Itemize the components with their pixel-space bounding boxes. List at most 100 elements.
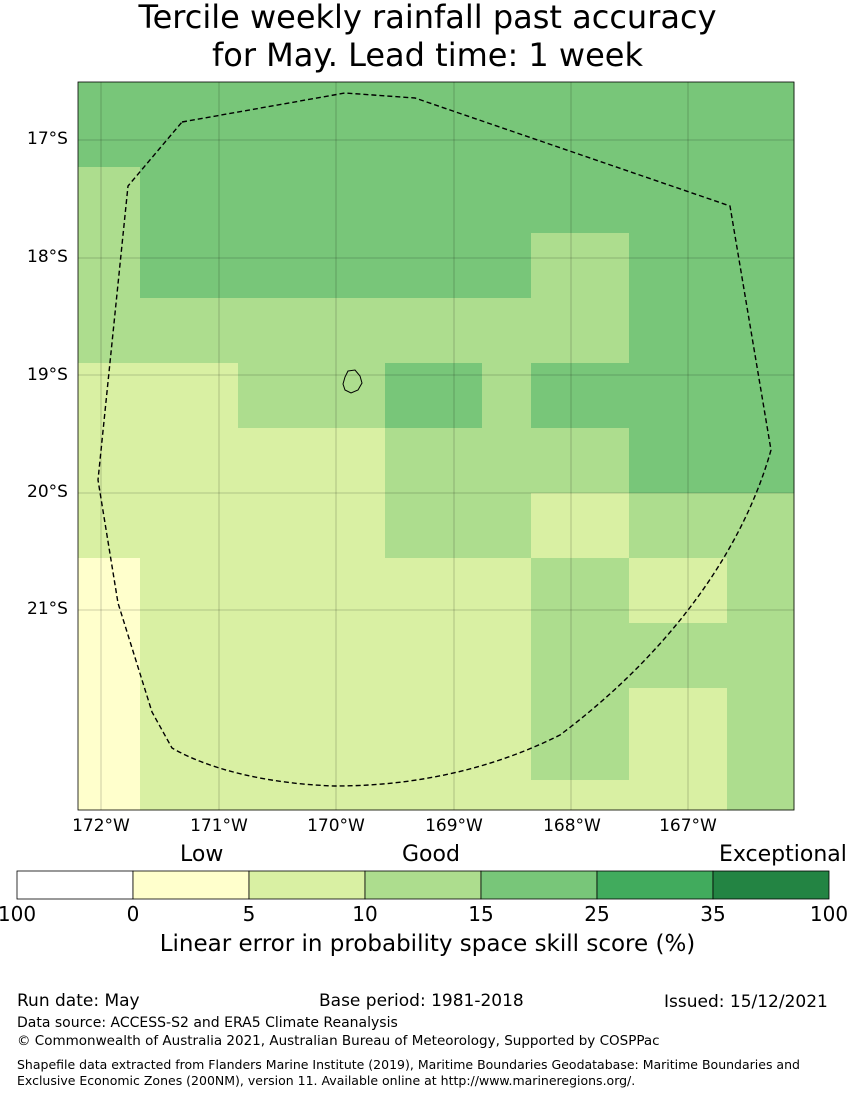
skill-cell [531, 755, 581, 781]
data-source: Data source: ACCESS-S2 and ERA5 Climate … [17, 1015, 398, 1031]
island-niue [342, 369, 363, 394]
skill-cell [336, 233, 386, 299]
skill-cell [385, 233, 435, 299]
skill-cell [629, 623, 728, 689]
colorbar-tick: 15 [468, 902, 494, 926]
colorbar-tick: 0 [126, 902, 140, 926]
skill-cell [434, 82, 483, 168]
skill-cell [238, 493, 337, 559]
skill-cell [385, 780, 435, 811]
skill-cell [629, 298, 728, 364]
skill-cell [140, 755, 239, 781]
skill-cell [238, 82, 337, 168]
skill-cell [727, 688, 795, 756]
issued-date: Issued: 15/12/2021 [664, 992, 828, 1012]
skill-cell [140, 428, 239, 494]
skill-cell [580, 688, 630, 756]
skill-cell [385, 755, 435, 781]
title-line-2: for May. Lead time: 1 week [211, 36, 643, 74]
skill-cell [482, 428, 532, 494]
skill-cell [434, 167, 483, 234]
skill-cell [434, 298, 483, 364]
skill-cell [238, 428, 337, 494]
skill-cell [385, 623, 435, 689]
skill-cell [482, 298, 532, 364]
skill-cell [385, 428, 435, 494]
skill-cell [580, 233, 630, 299]
skill-cell [482, 167, 532, 234]
skill-cell [78, 780, 141, 811]
graticule [78, 82, 794, 810]
skill-cell [140, 493, 239, 559]
skill-cells [78, 82, 795, 811]
lon-label: 167°W [659, 816, 717, 836]
skill-cell [629, 780, 728, 811]
skill-cell [140, 82, 239, 168]
skill-cell [78, 167, 141, 234]
category-exceptional: Exceptional [719, 842, 847, 867]
skill-cell [531, 428, 581, 494]
skill-cell [385, 82, 435, 168]
skill-cell [727, 558, 795, 624]
colorbar-tick: 25 [584, 902, 610, 926]
skill-cell [78, 755, 141, 781]
skill-cell [78, 298, 141, 364]
skill-cell [336, 688, 386, 756]
skill-cell [238, 363, 337, 429]
colorbar-swatch [248, 870, 366, 900]
skill-cell [434, 428, 483, 494]
skill-cell [580, 82, 630, 168]
colorbar-swatch [16, 870, 134, 900]
skill-cell [78, 428, 141, 494]
skill-cell [238, 233, 337, 299]
skill-cell [140, 363, 239, 429]
skill-cell [140, 623, 239, 689]
skill-cell [78, 363, 141, 429]
base-period: Base period: 1981-2018 [319, 991, 524, 1011]
skill-cell [629, 167, 728, 234]
skill-cell [434, 558, 483, 624]
category-low: Low [180, 842, 224, 867]
skill-cell [629, 82, 728, 168]
skill-cell [629, 428, 728, 494]
skill-cell [336, 167, 386, 234]
skill-cell [727, 493, 795, 559]
skill-cell [629, 755, 728, 781]
map-frame [77, 81, 795, 811]
skill-cell [629, 688, 728, 756]
skill-cell [727, 623, 795, 689]
lon-label: 172°W [72, 816, 130, 836]
copyright: © Commonwealth of Australia 2021, Austra… [17, 1033, 660, 1049]
skill-cell [629, 363, 728, 429]
skill-cell [434, 363, 483, 429]
skill-cell [727, 233, 795, 299]
skill-cell [580, 558, 630, 624]
skill-cell [531, 363, 581, 429]
skill-cell [238, 167, 337, 234]
colorbar-tick: 10 [352, 902, 378, 926]
skill-cell [727, 298, 795, 364]
skill-cell [140, 780, 239, 811]
skill-cell [336, 428, 386, 494]
skill-cell [531, 558, 581, 624]
skill-cell [238, 623, 337, 689]
lon-label: 169°W [425, 816, 483, 836]
skill-cell [531, 82, 581, 168]
skill-cell [385, 363, 435, 429]
skill-cell [238, 688, 337, 756]
lat-label: 17°S [27, 129, 68, 149]
lat-label: 19°S [27, 365, 68, 385]
colorbar-tick: 100 [809, 902, 849, 926]
skill-cell [531, 688, 581, 756]
skill-cell [336, 780, 386, 811]
colorbar-swatch [596, 870, 714, 900]
skill-cell [727, 363, 795, 429]
skill-cell [531, 167, 581, 234]
shapefile-credit: Shapefile data extracted from Flanders M… [17, 1057, 800, 1088]
skill-cell [482, 623, 532, 689]
skill-cell [434, 780, 483, 811]
skill-cell [336, 298, 386, 364]
skill-cell [580, 167, 630, 234]
skill-cell [78, 688, 141, 756]
